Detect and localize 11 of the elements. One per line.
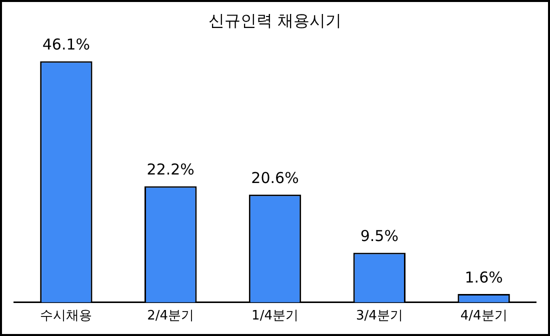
data-label: 46.1% xyxy=(42,36,90,54)
x-tick-label: 1/4분기 xyxy=(252,308,298,324)
x-tick-label: 3/4분기 xyxy=(356,308,403,324)
x-tick-label: 2/4분기 xyxy=(147,308,194,324)
chart-title: 신규인력 채용시기 xyxy=(208,10,342,30)
x-tick-label: 4/4분기 xyxy=(460,308,508,324)
data-label: 20.6% xyxy=(251,169,299,188)
data-label: 22.2% xyxy=(146,160,194,179)
data-label: 1.6% xyxy=(464,268,503,286)
data-label: 9.5% xyxy=(360,227,398,246)
x-tick-label: 수시채용 xyxy=(40,308,92,324)
